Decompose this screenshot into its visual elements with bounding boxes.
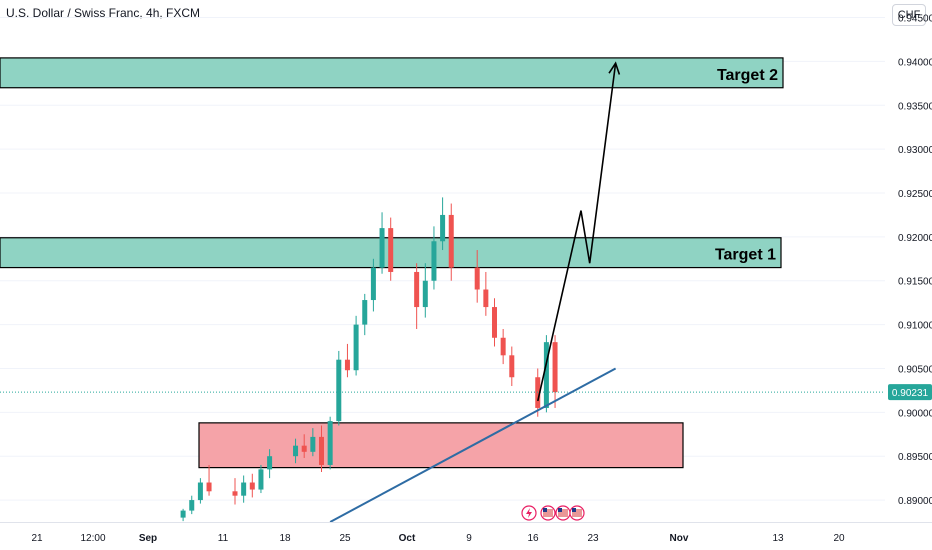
x-tick-label: 23 bbox=[587, 533, 599, 544]
trendline bbox=[329, 367, 617, 523]
candle bbox=[483, 289, 489, 308]
candle bbox=[310, 436, 316, 452]
candle bbox=[431, 241, 437, 281]
x-tick-label: Sep bbox=[139, 533, 157, 544]
y-tick-label: 0.89500 bbox=[898, 452, 932, 463]
candle bbox=[249, 482, 255, 490]
y-tick-label: 0.94500 bbox=[898, 14, 932, 25]
x-tick-label: 13 bbox=[772, 533, 784, 544]
candle bbox=[509, 355, 515, 378]
candle bbox=[500, 337, 506, 356]
candle bbox=[258, 469, 264, 490]
candle bbox=[293, 445, 299, 457]
candle bbox=[180, 510, 186, 518]
candle bbox=[388, 228, 394, 272]
events bbox=[521, 505, 585, 521]
y-tick-label: 0.93500 bbox=[898, 101, 932, 112]
candle bbox=[353, 324, 359, 371]
candle bbox=[232, 491, 238, 496]
y-axis: 0.94500 0.94000 0.93500 0.93000 0.92500 0.920… bbox=[898, 14, 932, 508]
candle bbox=[327, 421, 333, 465]
x-tick-label: Oct bbox=[399, 533, 416, 544]
candle bbox=[344, 359, 350, 371]
y-tick-label: 0.91000 bbox=[898, 321, 932, 332]
target-zone-label: Target 1 bbox=[715, 247, 776, 264]
target-zone-label: Target 2 bbox=[717, 67, 778, 84]
y-tick-label: 0.91500 bbox=[898, 277, 932, 288]
zones: Target 2 Target 1 bbox=[0, 57, 784, 469]
chart-title: U.S. Dollar / Swiss Franc, 4h, FXCM bbox=[6, 6, 201, 20]
lightning-event-icon bbox=[521, 505, 537, 521]
candle bbox=[492, 307, 497, 338]
x-tick-label: 21 bbox=[31, 533, 43, 544]
candle bbox=[379, 228, 385, 268]
candle bbox=[535, 377, 541, 408]
candle bbox=[241, 482, 247, 496]
target-zone bbox=[0, 57, 784, 89]
current-price-badge bbox=[888, 384, 932, 401]
candle bbox=[319, 436, 324, 465]
projection-arrowhead bbox=[608, 61, 621, 75]
x-tick-label: 25 bbox=[339, 533, 351, 544]
us-flag-event-icon bbox=[569, 505, 585, 521]
x-tick-label: 11 bbox=[218, 533, 229, 544]
y-tick-label: 0.92000 bbox=[898, 233, 932, 244]
candles bbox=[180, 197, 558, 522]
candle bbox=[301, 445, 307, 452]
candle bbox=[448, 214, 454, 268]
candle bbox=[206, 482, 212, 492]
projection-path bbox=[537, 63, 617, 402]
x-tick-label: 9 bbox=[466, 533, 472, 544]
grid bbox=[0, 17, 885, 501]
y-tick-label: 0.90000 bbox=[898, 408, 932, 419]
candle bbox=[422, 280, 428, 308]
us-flag-event-icon bbox=[555, 505, 571, 521]
candle bbox=[440, 214, 446, 242]
candle bbox=[336, 359, 342, 422]
y-tick-label: 0.92500 bbox=[898, 189, 932, 200]
y-tick-label: 0.93000 bbox=[898, 145, 932, 156]
annotations: 0.90231 bbox=[0, 61, 932, 523]
us-flag-event-icon bbox=[540, 505, 556, 521]
candle bbox=[370, 267, 376, 301]
candle bbox=[543, 342, 549, 408]
y-tick-label: 0.89000 bbox=[898, 496, 932, 507]
x-tick-label: Nov bbox=[670, 533, 689, 544]
x-tick-label: 18 bbox=[279, 533, 291, 544]
x-tick-label: 20 bbox=[833, 533, 845, 544]
current-price-label: 0.90231 bbox=[892, 388, 929, 399]
candle bbox=[474, 267, 480, 290]
candle bbox=[267, 456, 273, 470]
candle bbox=[552, 342, 558, 393]
candle bbox=[362, 300, 368, 325]
y-tick-label: 0.94000 bbox=[898, 57, 932, 68]
x-axis: 21 12:00 Sep 11 18 25 Oct 9 16 23 Nov 13 20 bbox=[0, 522, 932, 544]
support-zone bbox=[198, 422, 684, 469]
candle bbox=[197, 482, 203, 501]
currency-button[interactable]: CHF bbox=[892, 4, 926, 26]
y-tick-label: 0.90500 bbox=[898, 364, 932, 375]
candle bbox=[189, 500, 195, 511]
x-tick-label: 16 bbox=[527, 533, 539, 544]
candle bbox=[414, 271, 420, 308]
x-tick-label: 12:00 bbox=[80, 533, 105, 544]
